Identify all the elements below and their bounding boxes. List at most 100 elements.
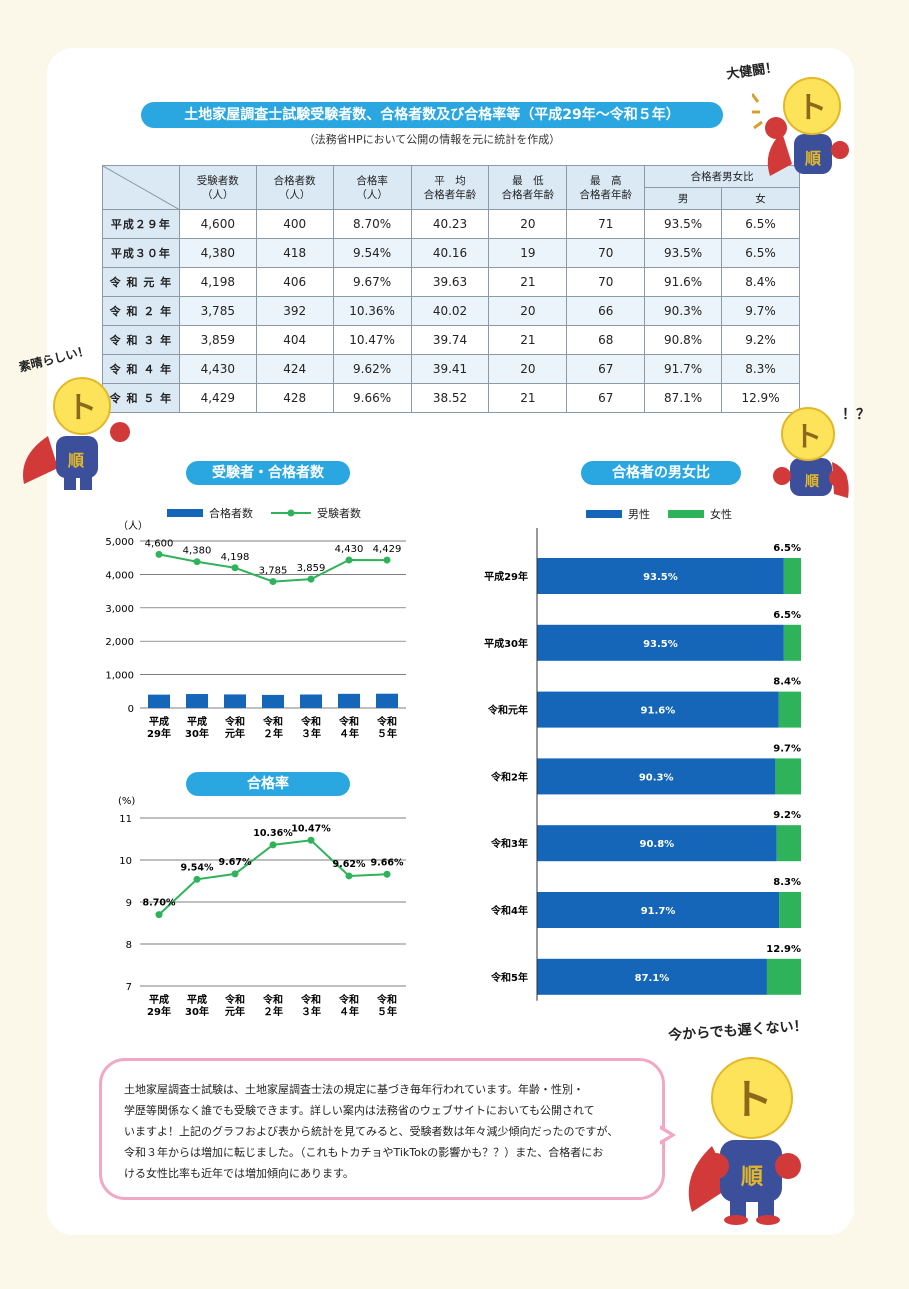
chart1-xtick: 平成	[187, 715, 207, 728]
chart1-xtick: 令和	[376, 715, 397, 728]
table-row: 平成３０年 4,380 418 9.54% 40.16 19 70 93.5% 6.5%	[102, 238, 800, 268]
chart1-title: 受験者・合格者数	[186, 461, 350, 485]
chart3-male-bar	[537, 691, 779, 728]
chart1-ytick: 3,000	[105, 604, 134, 615]
mascot-left: ト 順	[23, 377, 130, 490]
table-row: 平成２９年 4,600 400 8.70% 40.23 20 71 93.5% 6.5%	[102, 209, 800, 239]
table-cell: 21	[488, 267, 568, 297]
row-year: 令 和 ４ 年	[102, 354, 180, 384]
chart2-data-label: 8.70%	[143, 898, 176, 909]
mascot-bottom: ト 順	[688, 1057, 801, 1225]
chart3-male-bar	[537, 558, 784, 594]
table-cell: 21	[488, 383, 568, 413]
chart1-data-label: 4,600	[145, 538, 174, 549]
shout-right: ！？	[842, 407, 870, 423]
chart2-xtick: 令和	[262, 993, 283, 1006]
table-cell: 9.7%	[721, 296, 800, 326]
chart2-xtick: ３年	[301, 1005, 321, 1018]
legend-examinees-label: 受験者数	[317, 507, 361, 520]
table-row: 令 和 ５ 年 4,429 428 9.66% 38.52 21 67 87.1% 12.9%	[102, 383, 800, 413]
row-year: 令 和 ３ 年	[102, 325, 180, 355]
chart2-xtick: 令和	[376, 993, 397, 1006]
chart3-female-bar	[778, 691, 801, 728]
table-cell: 404	[255, 325, 334, 355]
chart1-bar	[224, 694, 246, 708]
chart2-point	[307, 836, 315, 844]
table-row: 令 和 元 年 4,198 406 9.67% 39.63 21 70 91.6% 8.4%	[102, 267, 800, 297]
row-year: 平成３０年	[102, 238, 180, 268]
page-subtitle: （法務省HPにおいて公開の情報を元に統計を作成）	[303, 133, 561, 146]
chart1-xtick: 令和	[224, 715, 245, 728]
table-cell: 8.3%	[721, 354, 800, 384]
chart3-female-bar	[779, 892, 801, 928]
chart1-xtick: 令和	[262, 715, 283, 728]
th-max-age: 最 高 合格者年齢	[566, 165, 646, 210]
table-cell: 6.5%	[721, 238, 800, 268]
th-examinees-text: 受験者数 （人）	[196, 174, 239, 201]
mascot-chest-3: 順	[805, 474, 820, 490]
chart1-ytick: 5,000	[105, 537, 134, 548]
chart3-male-label: 90.3%	[639, 772, 674, 783]
table-cell: 4,429	[178, 383, 257, 413]
table-cell: 9.2%	[721, 325, 800, 355]
mascot-chest-2: 順	[67, 451, 85, 470]
chart1-ytick: 4,000	[105, 570, 134, 581]
chart2-point	[231, 870, 239, 878]
chart3-category-label: 令和元年	[487, 704, 528, 717]
table-cell: 20	[488, 296, 568, 326]
chart3-male-label: 91.7%	[641, 906, 676, 917]
mascot-top-right: ト 順	[752, 77, 849, 176]
chart2-point	[193, 875, 201, 883]
table-cell: 68	[566, 325, 646, 355]
chart1-legend: 合格者数 受験者数	[167, 505, 361, 521]
chart1-bar	[148, 694, 170, 708]
chart2-data-label: 9.67%	[219, 857, 252, 868]
chart2-data-label: 9.62%	[333, 859, 366, 870]
chart3-legend: 男性 女性	[586, 506, 732, 522]
table-cell: 3,785	[178, 296, 257, 326]
chart2-xtick: 元年	[225, 1005, 245, 1018]
mascot-mark-1: ト	[797, 91, 827, 126]
chart2-data-label: 9.66%	[371, 857, 404, 868]
th-passers-text: 合格者数 （人）	[273, 174, 316, 201]
chart3-male-bar	[537, 825, 777, 862]
legend-male-swatch	[586, 510, 622, 518]
table-row: 令 和 ３ 年 3,859 404 10.47% 39.74 21 68 90.8% 9.2%	[102, 325, 800, 355]
chart3-category-label: 令和2年	[490, 770, 528, 783]
page-title: 土地家屋調査士試験受験者数、合格者数及び合格率等（平成29年～令和５年）	[141, 102, 723, 128]
chart3-category-label: 令和5年	[490, 971, 528, 984]
mascot-mark-3: ト	[794, 420, 822, 453]
row-year: 令 和 元 年	[102, 267, 180, 297]
chart3-male-bar	[537, 624, 784, 661]
chart2-point	[345, 872, 353, 880]
chart1-data-label: 3,785	[259, 566, 288, 577]
bubble-line-4: 令和３年からは増加に転じました。（これもトカチョやTikTokの影響かも？？）ま…	[124, 1146, 604, 1159]
chart3-female-label: 6.5%	[773, 543, 801, 554]
mascot-mark-4: ト	[731, 1075, 773, 1124]
legend-female-label: 女性	[710, 508, 732, 521]
chart1-bar	[262, 694, 284, 708]
chart2-ytick: 8	[126, 940, 132, 951]
table-cell: 90.8%	[644, 325, 723, 355]
chart2-xtick: 令和	[224, 993, 245, 1006]
chart2-xtick: 30年	[185, 1005, 209, 1018]
chart3-category-label: 令和4年	[490, 904, 528, 917]
chart3-female-bar	[783, 558, 801, 594]
chart3-male-bar	[537, 892, 780, 928]
chart3-female-label: 12.9%	[766, 944, 801, 955]
chart2-ylabel: (%)	[118, 796, 135, 807]
chart1-point	[269, 578, 277, 586]
table-cell: 67	[566, 354, 646, 384]
chart2-xtick: ２年	[263, 1005, 283, 1018]
chart2-xtick: 令和	[338, 993, 359, 1006]
chart1-ytick: 1,000	[105, 671, 134, 682]
chart1-bar	[338, 693, 360, 708]
mascot-chest-4: 順	[741, 1165, 764, 1190]
chart1-data-label: 4,429	[373, 544, 402, 555]
chart3-female-label: 8.4%	[773, 677, 801, 688]
table-cell: 400	[255, 209, 334, 239]
table-cell: 67	[566, 383, 646, 413]
chart2-point	[155, 911, 163, 919]
chart2-line	[158, 839, 388, 916]
chart3-male-label: 90.8%	[640, 839, 675, 850]
